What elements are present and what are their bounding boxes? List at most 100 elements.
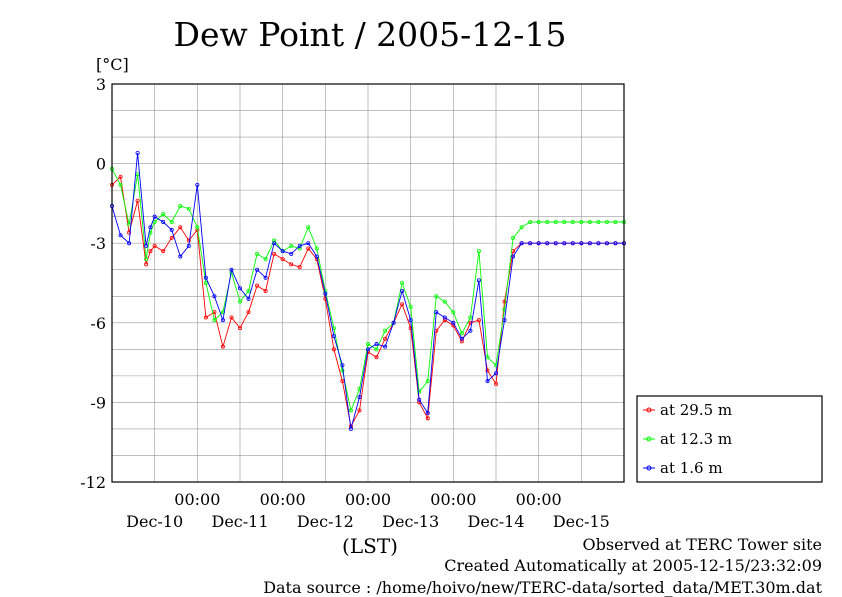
data-point (562, 219, 567, 224)
data-point (570, 219, 575, 224)
x-tick-time-label: 00:00 (516, 490, 562, 509)
data-point (545, 219, 550, 224)
data-point (485, 368, 490, 373)
data-point (255, 283, 260, 288)
data-point (237, 299, 242, 304)
data-point (536, 241, 541, 246)
legend-marker (646, 436, 652, 442)
data-point (144, 262, 149, 267)
data-point (459, 336, 464, 341)
data-point (169, 235, 174, 240)
data-point (255, 267, 260, 272)
data-point (169, 227, 174, 232)
data-point (118, 182, 123, 187)
data-point (178, 225, 183, 230)
data-point (511, 254, 516, 259)
data-point (203, 315, 208, 320)
data-point (331, 334, 336, 339)
data-point (417, 397, 422, 402)
data-point (383, 328, 388, 333)
data-point (212, 318, 217, 323)
x-tick-time-label: 00:00 (174, 490, 220, 509)
data-point (468, 315, 473, 320)
data-point (511, 235, 516, 240)
data-point (263, 288, 268, 293)
y-tick-label: -9 (90, 393, 106, 412)
data-point (374, 347, 379, 352)
data-point (186, 243, 191, 248)
data-point (545, 241, 550, 246)
legend-marker (646, 465, 652, 471)
x-tick-day-label: Dec-15 (553, 512, 610, 531)
data-point (570, 241, 575, 246)
data-point (408, 318, 413, 323)
data-point (374, 342, 379, 347)
data-point (553, 241, 558, 246)
data-point (425, 416, 430, 421)
data-point (476, 318, 481, 323)
data-point (383, 344, 388, 349)
data-point (408, 304, 413, 309)
y-tick-label: -6 (90, 314, 106, 333)
data-point (587, 219, 592, 224)
data-point (118, 174, 123, 179)
data-point (434, 294, 439, 299)
data-point (212, 294, 217, 299)
x-tick-day-label: Dec-13 (382, 512, 439, 531)
data-point (178, 204, 183, 209)
data-point (186, 238, 191, 243)
data-point (562, 241, 567, 246)
data-point (280, 257, 285, 262)
y-tick-labels: 3 0 -3 -6 -9 -12 (80, 75, 106, 492)
data-point (255, 251, 260, 256)
data-point (148, 225, 153, 230)
data-point (604, 241, 609, 246)
data-point (229, 267, 234, 272)
data-point (459, 339, 464, 344)
data-point (272, 238, 277, 243)
x-tick-day-label: Dec-11 (211, 512, 268, 531)
data-point (229, 315, 234, 320)
data-point (493, 371, 498, 376)
data-point (340, 368, 345, 373)
data-point (306, 241, 311, 246)
data-point (297, 265, 302, 270)
data-point (365, 342, 370, 347)
data-point (220, 344, 225, 349)
x-tick-day-label: Dec-14 (467, 512, 524, 531)
chart-title: Dew Point / 2005-12-15 (174, 15, 567, 54)
data-point (579, 219, 584, 224)
data-point (374, 355, 379, 360)
data-point (152, 243, 157, 248)
data-point (135, 198, 140, 203)
data-point (289, 243, 294, 248)
data-point (263, 257, 268, 262)
x-tick-day-label: Dec-12 (297, 512, 354, 531)
data-point (161, 212, 166, 217)
x-tick-time-label: 00:00 (430, 490, 476, 509)
data-point (306, 246, 311, 251)
data-point (246, 310, 251, 315)
data-point (391, 320, 396, 325)
data-point (178, 254, 183, 259)
data-point (434, 310, 439, 315)
data-point (383, 336, 388, 341)
data-point (587, 241, 592, 246)
data-point (417, 389, 422, 394)
data-point (169, 219, 174, 224)
data-point (148, 249, 153, 254)
data-point (579, 241, 584, 246)
data-point (297, 243, 302, 248)
data-point (493, 381, 498, 386)
data-point (152, 219, 157, 224)
data-point (357, 395, 362, 400)
data-point (144, 257, 149, 262)
data-point (502, 318, 507, 323)
data-point (340, 379, 345, 384)
data-point (161, 249, 166, 254)
data-point (442, 315, 447, 320)
x-tick-time-label: 00:00 (260, 490, 306, 509)
data-point (263, 275, 268, 280)
data-point (152, 214, 157, 219)
data-point (536, 219, 541, 224)
